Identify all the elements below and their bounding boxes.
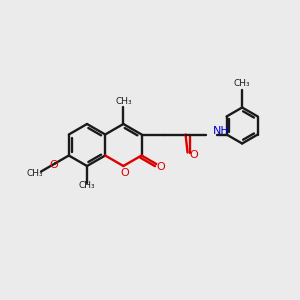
Text: O: O [120, 168, 129, 178]
Text: CH₃: CH₃ [79, 182, 95, 190]
Text: O: O [156, 163, 165, 172]
Text: CH₃: CH₃ [234, 79, 250, 88]
Text: O: O [189, 151, 198, 160]
Text: NH: NH [213, 127, 229, 136]
Text: CH₃: CH₃ [27, 169, 44, 178]
Text: O: O [50, 160, 58, 170]
Text: CH₃: CH₃ [115, 98, 132, 106]
